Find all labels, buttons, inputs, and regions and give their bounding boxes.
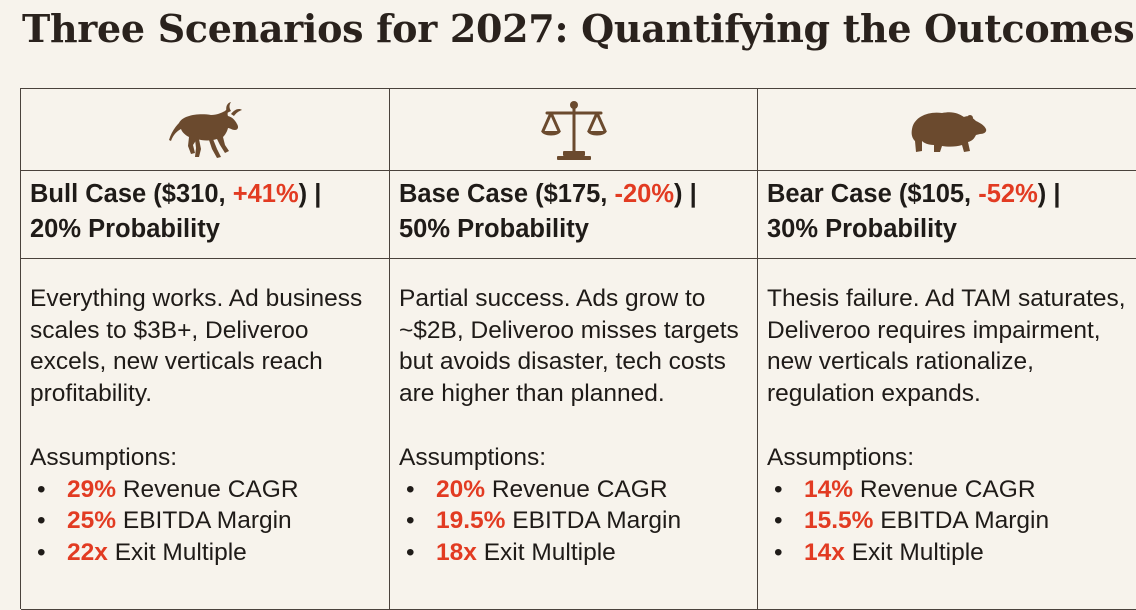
list-item: • 25% EBITDA Margin bbox=[37, 507, 292, 534]
base-case-probability: 50% Probability bbox=[399, 215, 589, 243]
bull-case-probability: 20% Probability bbox=[30, 215, 220, 243]
assumptions-list: • 14% Revenue CAGR • 15.5% EBITDA Margin •… bbox=[767, 474, 1132, 569]
base-case-body: Partial success. Ads grow to ~$2B, Deliv… bbox=[390, 259, 758, 610]
bear-case-assumptions: Assumptions: • 14% Revenue CAGR • 15.5% EB… bbox=[767, 442, 1132, 568]
bull-case-assumptions: Assumptions: • 29% Revenue CAGR • 25% EBIT… bbox=[30, 442, 385, 568]
bear-icon bbox=[911, 111, 987, 152]
bear-case-body: Thesis failure. Ad TAM saturates, Delive… bbox=[758, 259, 1136, 610]
bull-case-change: +41% bbox=[232, 180, 299, 208]
assumptions-list: • 29% Revenue CAGR • 25% EBITDA Margin • 22… bbox=[30, 474, 385, 569]
list-item: • 14x Exit Multiple bbox=[774, 538, 984, 566]
bull-case-title: Bull Case ($310, +41%) | bbox=[30, 180, 322, 208]
bull-icon bbox=[169, 101, 242, 158]
bear-case-probability: 30% Probability bbox=[767, 215, 957, 243]
page-title: Three Scenarios for 2027: Quantifying th… bbox=[22, 6, 1135, 51]
base-case-title: Base Case ($175, -20%) | bbox=[399, 180, 697, 208]
assumptions-list: • 20% Revenue CAGR • 19.5% EBITDA Margin •… bbox=[399, 474, 753, 569]
base-case-change: -20% bbox=[614, 180, 675, 208]
assumptions-title: Assumptions: bbox=[30, 444, 178, 471]
list-item: • 20% Revenue CAGR bbox=[406, 475, 668, 503]
bear-icon-cell bbox=[758, 89, 1136, 171]
bull-icon-cell bbox=[21, 89, 390, 171]
bear-case-header: Bear Case ($105, -52%) | 30% Probability bbox=[758, 171, 1136, 259]
bull-case-header: Bull Case ($310, +41%) | 20% Probability bbox=[21, 171, 390, 259]
base-case-header: Base Case ($175, -20%) | 50% Probability bbox=[390, 171, 758, 259]
assumptions-title: Assumptions: bbox=[399, 444, 547, 471]
list-item: • 19.5% EBITDA Margin bbox=[406, 507, 682, 534]
scales-icon-cell bbox=[390, 89, 758, 171]
base-case-assumptions: Assumptions: • 20% Revenue CAGR • 19.5% EB… bbox=[399, 442, 753, 568]
assumptions-title: Assumptions: bbox=[767, 444, 915, 471]
bull-case-description: Everything works. Ad business scales to … bbox=[30, 285, 363, 407]
list-item: • 15.5% EBITDA Margin bbox=[774, 507, 1050, 534]
bull-case-body: Everything works. Ad business scales to … bbox=[21, 259, 390, 610]
scales-icon bbox=[540, 100, 607, 160]
scenario-table: Bull Case ($310, +41%) | 20% Probability… bbox=[20, 88, 1136, 610]
list-item: • 29% Revenue CAGR bbox=[37, 475, 299, 503]
base-case-description: Partial success. Ads grow to ~$2B, Deliv… bbox=[399, 285, 739, 407]
list-item: • 14% Revenue CAGR bbox=[774, 475, 1036, 503]
bear-case-change: -52% bbox=[978, 180, 1038, 208]
bear-case-description: Thesis failure. Ad TAM saturates, Delive… bbox=[767, 285, 1126, 407]
list-item: • 22x Exit Multiple bbox=[37, 538, 247, 566]
list-item: • 18x Exit Multiple bbox=[406, 538, 616, 566]
bear-case-title: Bear Case ($105, -52%) | bbox=[767, 180, 1061, 208]
